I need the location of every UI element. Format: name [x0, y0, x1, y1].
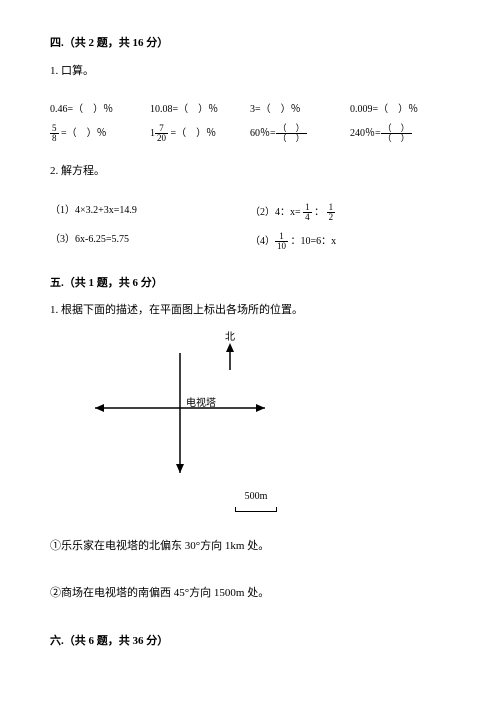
eq-row-2: （3）6x-6.25=5.75 （4）110 ：10=6：x: [50, 232, 450, 251]
diagram-svg: 北 电视塔: [90, 328, 310, 478]
q5-1: 1. 根据下面的描述，在平面图上标出各场所的位置。: [50, 302, 450, 320]
arrow-down-icon: [176, 464, 184, 473]
q5-item1: ①乐乐家在电视塔的北偏东 30°方向 1km 处。: [50, 538, 450, 556]
section6-header: 六.（共 6 题，共 36 分）: [50, 633, 450, 651]
calc-1d: 0.009=（ ）％: [350, 102, 450, 118]
q4-1: 1. 口算。: [50, 63, 450, 81]
calc-2c: 60％=（ ）（ ）: [250, 124, 350, 143]
calc-2d: 240％=（ ）（ ）: [350, 124, 450, 143]
arrow-right-icon: [256, 404, 265, 412]
calc-1c: 3=（ ）％: [250, 102, 350, 118]
arrow-left-icon: [95, 404, 104, 412]
eq-row-1: （1）4×3.2+3x=14.9 （2）4：x= 14 ： 12: [50, 203, 450, 222]
north-label: 北: [225, 331, 235, 343]
eq-4: （4）110 ：10=6：x: [250, 232, 450, 251]
center-label: 电视塔: [186, 396, 216, 409]
q4-2: 2. 解方程。: [50, 163, 450, 181]
section4-header: 四.（共 2 题，共 16 分）: [50, 35, 450, 53]
calc-row-1: 0.46=（ ）％ 10.08=（ ）％ 3=（ ）％ 0.009=（ ）％: [50, 102, 450, 118]
calc-1a: 0.46=（ ）％: [50, 102, 150, 118]
scale-label: 500m: [245, 489, 268, 505]
section5-header: 五.（共 1 题，共 6 分）: [50, 275, 450, 293]
calc-2b: 1720 =（ ）％: [150, 124, 250, 143]
eq-3: （3）6x-6.25=5.75: [50, 232, 250, 251]
calc-row-2: 58 =（ ）％ 1720 =（ ）％ 60％=（ ）（ ） 240％=（ ）（…: [50, 124, 450, 143]
calc-2a: 58 =（ ）％: [50, 124, 150, 143]
q5-item2: ②商场在电视塔的南偏西 45°方向 1500m 处。: [50, 585, 450, 603]
eq-1: （1）4×3.2+3x=14.9: [50, 203, 250, 222]
scale-bar: 500m: [235, 489, 450, 512]
arrow-up-icon: [226, 343, 234, 352]
position-diagram: 北 电视塔 500m: [90, 328, 450, 512]
calc-1b: 10.08=（ ）％: [150, 102, 250, 118]
eq-2: （2）4：x= 14 ： 12: [250, 203, 450, 222]
